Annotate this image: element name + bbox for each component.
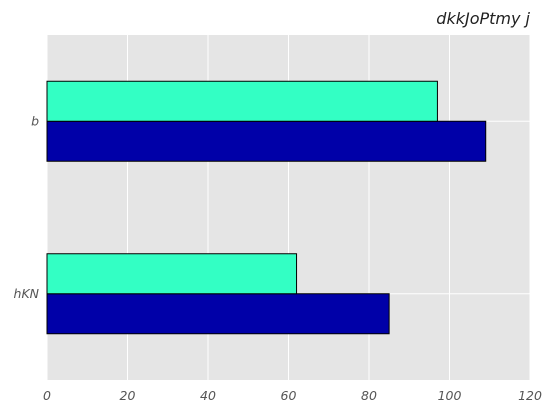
x-tick-label: 120 — [518, 388, 542, 403]
x-tick-labels: 0 20 40 60 80 100 120 — [43, 388, 542, 403]
bar-hKN-series-2 — [46, 253, 298, 295]
bar-hKN-series-1 — [46, 293, 390, 335]
chart-title: dkkJoPtmy j — [436, 9, 530, 28]
x-tick-label: 60 — [281, 388, 297, 403]
bar-b-series-2 — [46, 80, 438, 122]
x-tick-label: 100 — [438, 388, 462, 403]
x-tick-label: 80 — [361, 388, 377, 403]
x-tick-label: 0 — [43, 388, 51, 403]
x-tick-label: 20 — [120, 388, 136, 403]
y-tick-label: hKN — [14, 286, 40, 301]
bars — [46, 80, 487, 335]
bar-b-series-1 — [46, 120, 487, 162]
y-tick-labels: hKN b — [14, 113, 40, 301]
x-tick-label: 40 — [200, 388, 216, 403]
y-tick-label: b — [31, 113, 39, 128]
